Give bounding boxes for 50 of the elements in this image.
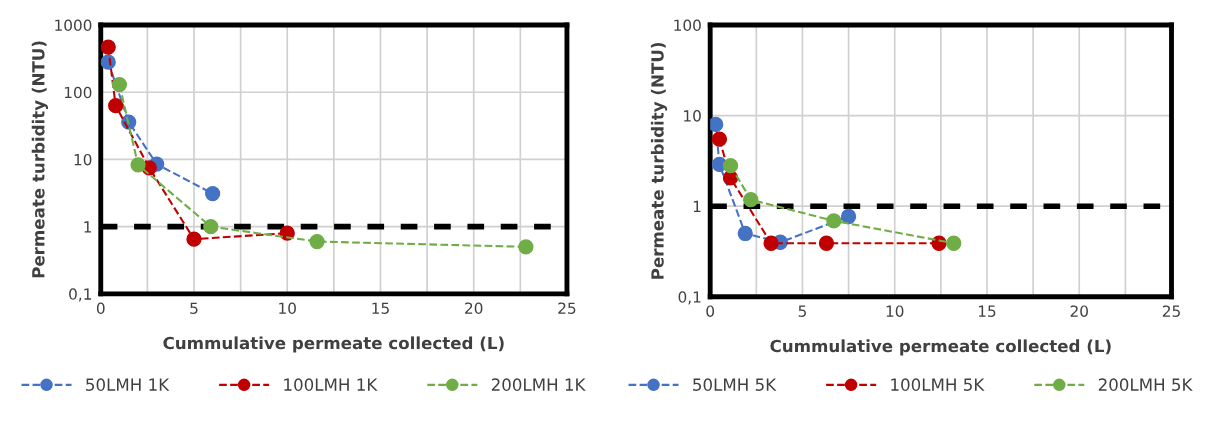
- y-tick-label: 100: [64, 86, 92, 99]
- point: [108, 98, 124, 114]
- x-tick-label: 20: [465, 302, 483, 314]
- point: [763, 235, 779, 251]
- point: [100, 39, 116, 55]
- legend-label: 100LMH 1K: [284, 378, 378, 391]
- x-axis-title: Cummulative permeate collected (L): [163, 336, 504, 353]
- legend-label: 200LMH 5K: [1098, 378, 1193, 391]
- legend-label: 50LMH 1K: [86, 378, 170, 391]
- point: [518, 239, 534, 255]
- point: [711, 131, 728, 147]
- y-tick-label: 0,1: [678, 291, 701, 305]
- legend-label: 200LMH 1K: [491, 378, 586, 391]
- x-tick-label: 20: [1070, 305, 1088, 317]
- x-tick-label: 15: [372, 302, 389, 314]
- x-tick-label: 25: [558, 302, 576, 314]
- point: [130, 157, 146, 173]
- point: [111, 76, 128, 93]
- y-tick-label: 100: [674, 19, 701, 32]
- x-tick-label: 10: [279, 302, 296, 314]
- point: [205, 185, 221, 202]
- x-tick-label: 5: [798, 305, 806, 317]
- x-tick-label: 0: [96, 302, 105, 314]
- x-tick-label: 25: [1162, 305, 1180, 317]
- x-tick-label: 10: [886, 305, 904, 317]
- x-tick-label: 15: [978, 305, 996, 317]
- point: [309, 233, 325, 250]
- point: [743, 192, 759, 208]
- y-tick-label: 1000: [55, 19, 92, 32]
- point: [818, 235, 835, 251]
- y-axis-title: Permeate turbidity (NTU): [31, 41, 48, 278]
- x-axis-title: Cummulative permeate collected (L): [770, 339, 1111, 356]
- legend-label: 100LMH 5K: [891, 378, 985, 391]
- point: [826, 213, 842, 229]
- legend-label: 50LMH 5K: [693, 378, 777, 391]
- y-tick-label: 10: [684, 110, 701, 122]
- point: [203, 218, 219, 235]
- y-tick-label: 10: [74, 153, 92, 166]
- point: [710, 116, 724, 133]
- y-tick-label: 0,1: [69, 288, 92, 302]
- point: [737, 225, 753, 242]
- point: [840, 208, 857, 225]
- point: [946, 235, 962, 251]
- y-tick-label: 1: [84, 221, 92, 233]
- x-tick-label: 5: [190, 302, 198, 314]
- y-tick-label: 1: [693, 200, 701, 213]
- point: [186, 231, 202, 247]
- point: [722, 158, 739, 174]
- y-axis-title: Permeate turbidity (NTU): [650, 42, 668, 279]
- x-tick-label: 0: [706, 305, 715, 317]
